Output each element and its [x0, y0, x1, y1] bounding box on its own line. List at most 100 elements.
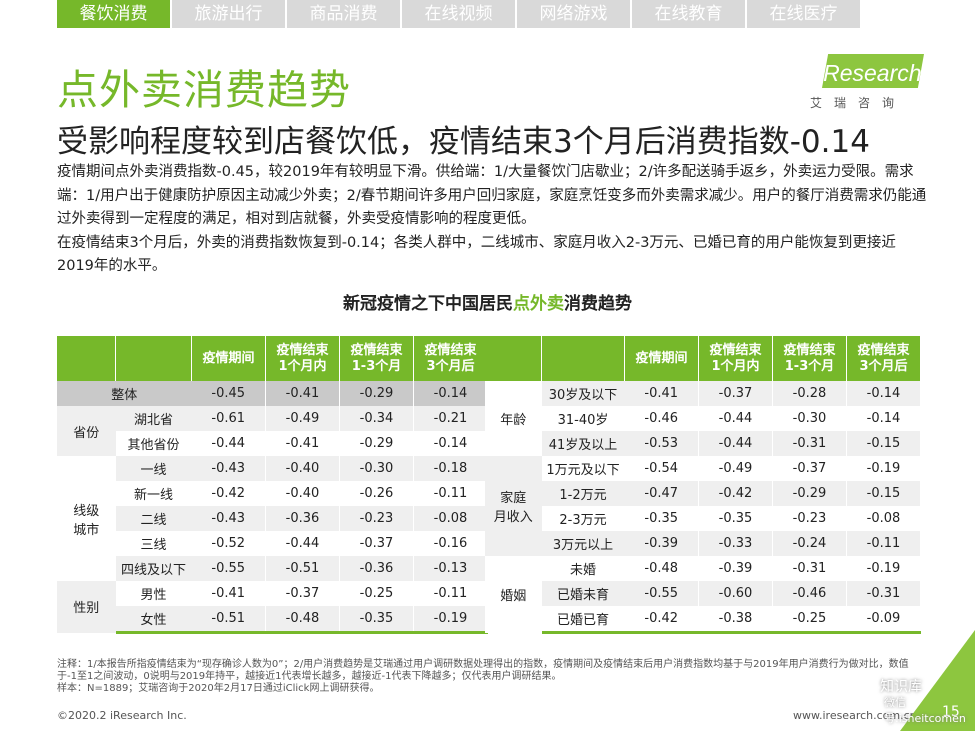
row-label: 30岁及以下: [541, 381, 625, 406]
cell: -0.11: [413, 481, 488, 506]
row-label: 已婚未育: [541, 581, 625, 606]
cell: -0.46: [772, 581, 847, 606]
table-row: 2-3万元 -0.35 -0.35 -0.23 -0.08: [485, 506, 921, 531]
cell: -0.41: [191, 581, 266, 606]
cell: -0.37: [698, 381, 773, 406]
group-label: 性别: [57, 581, 116, 633]
watermark-title: 知识库: [880, 679, 922, 695]
cell: -0.25: [339, 581, 414, 606]
cell: -0.52: [191, 531, 266, 556]
cell: -0.44: [191, 431, 266, 456]
header-after-3m: 疫情结束 3个月后: [846, 336, 921, 381]
cell: -0.08: [413, 506, 488, 531]
row-label: 四线及以下: [115, 556, 192, 581]
description: 疫情期间点外卖消费指数-0.45，较2019年有较明显下滑。供给端：1/大量餐饮…: [57, 161, 927, 279]
cell: -0.51: [265, 556, 340, 581]
group-label: 线级 城市: [57, 456, 116, 581]
cell: -0.49: [265, 406, 340, 431]
cell: -0.42: [698, 481, 773, 506]
cell: -0.44: [265, 531, 340, 556]
group-label: 年龄: [485, 381, 542, 456]
header-after-1m: 疫情结束 1个月内: [698, 336, 773, 381]
iresearch-logo: iResearch 艾瑞咨询: [806, 52, 926, 110]
footnote-line-2: 样本：N=1889；艾瑞咨询于2020年2月17日通过iClick网上调研获得。: [57, 683, 380, 694]
page-number: 15: [942, 704, 960, 720]
header-blank: [485, 336, 542, 381]
table-row: 省份 湖北省 -0.61 -0.49 -0.34 -0.21: [57, 406, 488, 456]
cell: -0.18: [413, 456, 488, 481]
table-row: 已婚已育 -0.42 -0.38 -0.25 -0.09: [485, 606, 921, 634]
tab-games[interactable]: 网络游戏: [517, 0, 630, 28]
cell: -0.11: [846, 531, 921, 556]
cell: -0.54: [624, 456, 699, 481]
cell: -0.14: [846, 381, 921, 406]
table-row: 家庭 月收入 1万元及以下 -0.54 -0.49 -0.37 -0.19: [485, 456, 921, 556]
header-during: 疫情期间: [624, 336, 699, 381]
row-label: 新一线: [133, 488, 173, 503]
cell: -0.08: [846, 506, 921, 531]
tab-goods[interactable]: 商品消费: [287, 0, 400, 28]
header-blank: [115, 336, 192, 381]
cell: -0.36: [265, 506, 340, 531]
logo-wordmark: iResearch: [818, 60, 922, 86]
cell: -0.61: [191, 406, 266, 431]
website-url[interactable]: www.iresearch.com.cn: [793, 709, 917, 722]
row-label: 其他省份: [127, 438, 180, 453]
table-row: 整体 -0.45 -0.41 -0.29 -0.14: [57, 381, 488, 406]
row-label: 女性: [115, 606, 192, 634]
header-blank: [57, 336, 116, 381]
tab-education[interactable]: 在线教育: [632, 0, 745, 28]
cell: -0.36: [339, 556, 414, 581]
table-row: 1-2万元 -0.47 -0.42 -0.29 -0.15: [485, 481, 921, 506]
cell: -0.31: [772, 431, 847, 456]
group-label: 省份: [57, 406, 116, 456]
cell: -0.30: [339, 456, 414, 481]
header-after-3m: 疫情结束 3个月后: [413, 336, 488, 381]
row-label: 41岁及以上: [541, 431, 625, 456]
group-label: 家庭 月收入: [485, 456, 542, 556]
header-after-1m: 疫情结束 1个月内: [265, 336, 340, 381]
cell: -0.53: [624, 431, 699, 456]
cell: -0.25: [772, 606, 847, 634]
cell: -0.23: [772, 506, 847, 531]
table-header-row: 疫情期间 疫情结束 1个月内 疫情结束 1-3个月 疫情结束 3个月后: [57, 336, 488, 381]
cell: -0.34: [339, 406, 414, 431]
cell: -0.19: [846, 456, 921, 481]
cell: -0.55: [624, 581, 699, 606]
header-after-1-3m: 疫情结束 1-3个月: [339, 336, 414, 381]
table-row: 线级 城市 一线 -0.43 -0.40 -0.30 -0.18: [57, 456, 488, 581]
table-row: 年龄 30岁及以下 -0.41 -0.37 -0.28 -0.14: [485, 381, 921, 456]
cell: -0.19: [846, 556, 921, 581]
cell: -0.31: [846, 581, 921, 606]
tab-medical[interactable]: 在线医疗: [747, 0, 860, 28]
row-label: 未婚: [569, 563, 596, 578]
header-during: 疫情期间: [191, 336, 266, 381]
tab-video[interactable]: 在线视频: [402, 0, 515, 28]
cell: -0.45: [191, 381, 266, 406]
cell: -0.35: [339, 606, 414, 634]
category-tabs: 餐饮消费 旅游出行 商品消费 在线视频 网络游戏 在线教育 在线医疗: [57, 0, 862, 28]
table-row: 女性 -0.51 -0.48 -0.35 -0.19: [57, 606, 488, 634]
cell: -0.41: [624, 381, 699, 406]
watermark-wechat: 微信号:isheitcomen: [884, 696, 966, 725]
cell: -0.19: [413, 606, 488, 634]
table-row: 41岁及以上 -0.53 -0.44 -0.31 -0.15: [485, 431, 921, 456]
tab-dining[interactable]: 餐饮消费: [57, 0, 170, 28]
table-row: 四线及以下 -0.55 -0.51 -0.36 -0.13: [57, 556, 488, 581]
row-label: 湖北省: [115, 406, 192, 431]
cell: -0.21: [413, 406, 488, 431]
cell: -0.33: [698, 531, 773, 556]
cell: -0.39: [698, 556, 773, 581]
cell: -0.38: [698, 606, 773, 634]
header-blank: [541, 336, 625, 381]
cell: -0.09: [846, 606, 921, 634]
page-title: 点外卖消费趋势: [57, 66, 351, 114]
table-row: 31-40岁 -0.46 -0.44 -0.30 -0.14: [485, 406, 921, 431]
row-label: 3万元以上: [541, 531, 625, 556]
cell: -0.26: [339, 481, 414, 506]
cell: -0.28: [772, 381, 847, 406]
group-label: 婚姻: [485, 556, 542, 633]
cell: -0.11: [413, 581, 488, 606]
tab-travel[interactable]: 旅游出行: [172, 0, 285, 28]
cell: -0.23: [339, 506, 414, 531]
